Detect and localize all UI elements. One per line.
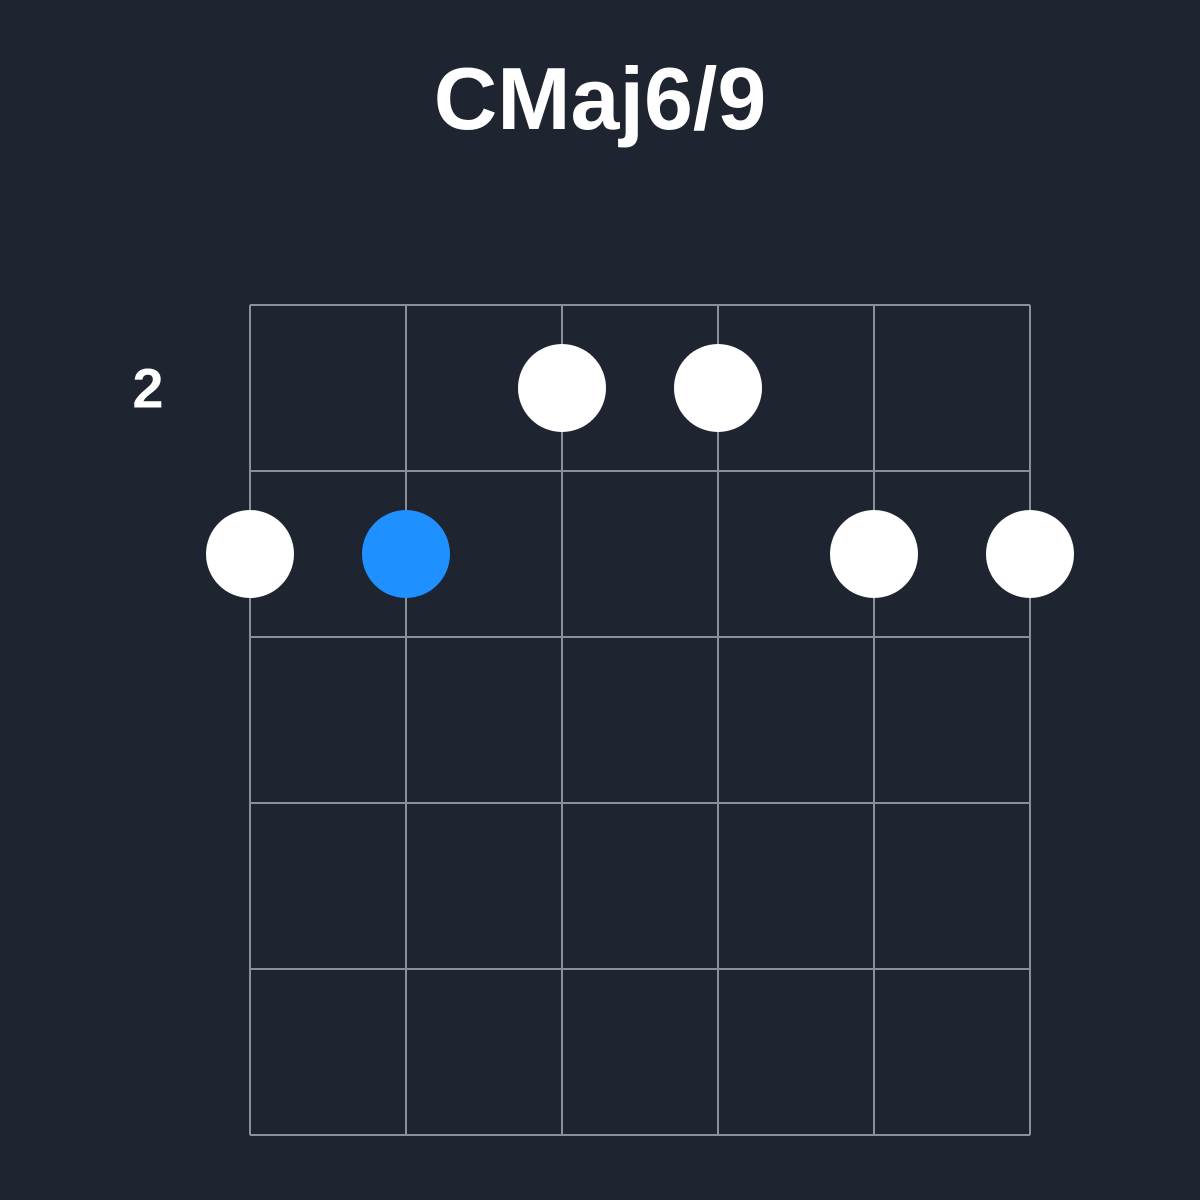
- note-dot: [830, 510, 918, 598]
- note-dot: [674, 344, 762, 432]
- root-note-dot: [362, 510, 450, 598]
- chord-diagram: [0, 0, 1200, 1200]
- note-dot: [206, 510, 294, 598]
- note-dot: [518, 344, 606, 432]
- note-dot: [986, 510, 1074, 598]
